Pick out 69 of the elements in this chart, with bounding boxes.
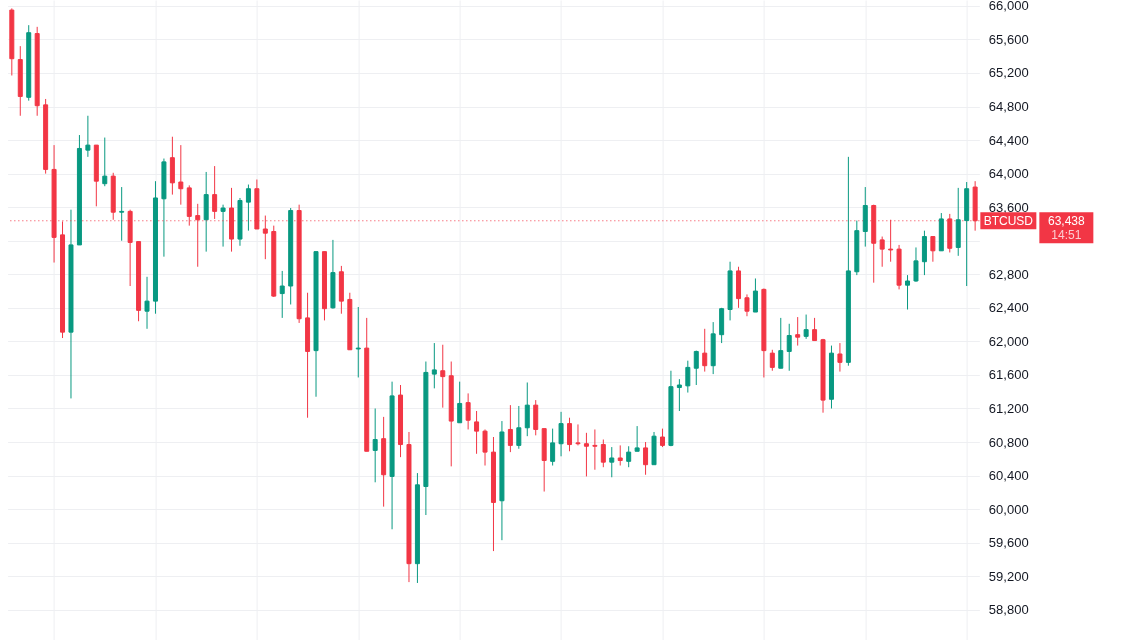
candlestick [769, 349, 775, 372]
candlestick [144, 276, 150, 330]
candlestick [178, 144, 184, 206]
candlestick [440, 344, 446, 409]
candlestick [786, 323, 792, 372]
y-tick-label: 59,200 [988, 568, 1029, 584]
candlestick [685, 360, 691, 394]
candlestick [279, 270, 285, 319]
candlestick [812, 317, 818, 342]
y-tick-label: 62,800 [988, 266, 1029, 282]
candlestick [905, 274, 911, 311]
candlestick [102, 137, 108, 187]
candlestick [119, 186, 125, 242]
candlestick [744, 293, 750, 317]
text: 14:51 [1051, 227, 1082, 242]
y-tick-label: 64,800 [988, 99, 1029, 115]
y-tick-label: 59,600 [988, 535, 1029, 551]
candlestick [643, 441, 649, 476]
y-tick-label: 63,600 [988, 199, 1029, 215]
candlestick [676, 378, 682, 412]
candlestick [550, 428, 556, 467]
candlestick [465, 392, 471, 430]
y-tick-label: 60,800 [988, 434, 1029, 450]
candlestick [702, 328, 708, 373]
candlestick [913, 246, 919, 283]
candlestick [220, 204, 226, 248]
candlestick [474, 410, 480, 455]
y-tick-label: 65,600 [988, 31, 1029, 47]
text: 63,438 [1048, 213, 1086, 228]
candlestick [930, 236, 936, 263]
candlestick [752, 277, 758, 313]
candlestick [431, 342, 437, 389]
candlestick [609, 446, 615, 478]
y-tick-label: 65,200 [988, 65, 1029, 81]
candlestick [355, 306, 361, 378]
candlestick [482, 428, 488, 467]
y-tick-label: 64,400 [988, 132, 1029, 148]
candlestick [879, 236, 885, 268]
candlestick [778, 317, 784, 369]
y-tick-label: 61,600 [988, 367, 1029, 383]
y-tick-label: 61,200 [988, 400, 1029, 416]
candlestick [575, 423, 581, 446]
candlestick [634, 425, 640, 452]
y-tick-label: 62,000 [988, 333, 1029, 349]
candlestick [803, 314, 809, 340]
candlestick [583, 432, 589, 477]
y-tick-label: 58,800 [988, 602, 1029, 618]
candlestick [558, 411, 564, 457]
candlestick [524, 381, 530, 437]
y-tick-label: 64,000 [988, 166, 1029, 182]
candlestick [567, 417, 573, 452]
candlestick [457, 381, 463, 424]
candlestick [617, 444, 623, 467]
y-tick-label: 60,400 [988, 468, 1029, 484]
candlestick [600, 439, 606, 468]
candlestick [245, 184, 251, 232]
candlestick [592, 428, 598, 471]
y-tick-label: 62,400 [988, 300, 1029, 316]
y-tick-label: 66,000 [988, 0, 1029, 14]
candlestick [795, 316, 801, 347]
candlestick [507, 404, 513, 453]
candlestick [837, 342, 843, 373]
candlestick [693, 350, 699, 386]
candlestick [516, 405, 522, 450]
candlestick [85, 115, 91, 158]
candlestick [659, 428, 665, 448]
candlestick [626, 445, 632, 468]
candlestick [372, 407, 378, 483]
y-tick-label: 60,000 [988, 501, 1029, 517]
